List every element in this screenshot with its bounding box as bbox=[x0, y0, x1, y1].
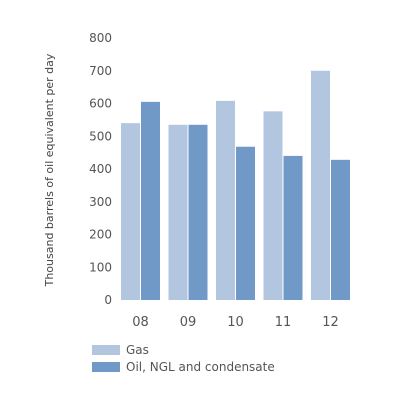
x-tick-label: 11 bbox=[275, 315, 292, 330]
y-tick-label: 200 bbox=[89, 228, 112, 242]
y-tick-label: 800 bbox=[89, 31, 112, 45]
x-tick-label: 10 bbox=[227, 315, 244, 330]
y-tick-label: 100 bbox=[89, 260, 112, 274]
legend: Gas Oil, NGL and condensate bbox=[92, 343, 275, 374]
y-axis-ticks: 0 100 200 300 400 500 600 700 800 bbox=[89, 31, 112, 307]
y-axis-title-group: Thousand barrels of oil equivalent per d… bbox=[43, 53, 56, 287]
bar-gas-12 bbox=[311, 70, 330, 300]
y-tick-label: 300 bbox=[89, 195, 112, 209]
bar-oil-ngl-condensate-08 bbox=[141, 101, 160, 300]
bar-oil-ngl-condensate-12 bbox=[331, 159, 350, 300]
bar-gas-10 bbox=[216, 100, 235, 300]
x-tick-label: 12 bbox=[322, 315, 339, 330]
legend-swatch-oil-ngl-condensate bbox=[92, 362, 120, 372]
x-tick-label: 08 bbox=[132, 315, 149, 330]
bar-oil-ngl-condensate-11 bbox=[283, 155, 303, 300]
legend-label-oil-ngl-condensate: Oil, NGL and condensate bbox=[126, 360, 275, 374]
bar-gas-08 bbox=[121, 123, 140, 301]
bar-gas-09 bbox=[168, 124, 188, 300]
y-tick-label: 500 bbox=[89, 129, 112, 143]
legend-swatch-gas bbox=[92, 345, 120, 355]
bars bbox=[121, 70, 350, 301]
bar-oil-ngl-condensate-09 bbox=[188, 124, 208, 300]
bar-gas-11 bbox=[263, 111, 283, 300]
y-tick-label: 600 bbox=[89, 97, 112, 111]
y-tick-label: 700 bbox=[89, 64, 112, 78]
y-tick-label: 400 bbox=[89, 162, 112, 176]
bar-oil-ngl-condensate-10 bbox=[236, 146, 255, 300]
x-tick-label: 09 bbox=[180, 315, 197, 330]
x-axis-ticks: 08 09 10 11 12 bbox=[132, 315, 339, 330]
y-axis-title: Thousand barrels of oil equivalent per d… bbox=[43, 53, 56, 287]
legend-label-gas: Gas bbox=[126, 343, 149, 357]
y-tick-label: 0 bbox=[104, 293, 112, 307]
